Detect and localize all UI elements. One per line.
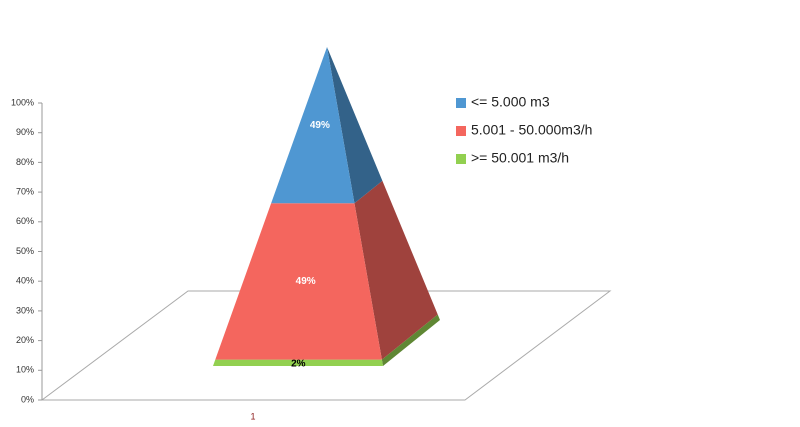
- y-tick-label: 0%: [21, 394, 34, 404]
- legend-marker: [456, 98, 466, 108]
- segment-side: [354, 180, 438, 360]
- x-tick-label: 1: [250, 411, 255, 421]
- segment-side: [327, 47, 383, 204]
- value-label: 2%: [291, 358, 306, 369]
- legend-label: <= 5.000 m3: [471, 94, 550, 110]
- y-tick-label: 90%: [16, 127, 34, 137]
- y-tick-label: 80%: [16, 157, 34, 167]
- legend-marker: [456, 154, 466, 164]
- y-tick-label: 50%: [16, 246, 34, 256]
- legend-label: 5.001 - 50.000m3/h: [471, 122, 592, 138]
- floor: [40, 290, 612, 401]
- segment: [213, 359, 383, 366]
- value-label: 49%: [296, 276, 316, 287]
- legend-marker: [456, 126, 466, 136]
- segment: [271, 47, 355, 204]
- segment: [215, 203, 382, 360]
- y-tick-label: 70%: [16, 186, 34, 196]
- y-tick-label: 60%: [16, 216, 34, 226]
- value-label: 49%: [310, 120, 330, 131]
- y-tick-label: 100%: [11, 97, 34, 107]
- segment-side: [381, 314, 440, 366]
- y-tick-label: 10%: [16, 365, 34, 375]
- y-tick-label: 20%: [16, 335, 34, 345]
- legend-label: >= 50.001 m3/h: [471, 150, 569, 166]
- y-tick-label: 30%: [16, 305, 34, 315]
- y-tick-label: 40%: [16, 276, 34, 286]
